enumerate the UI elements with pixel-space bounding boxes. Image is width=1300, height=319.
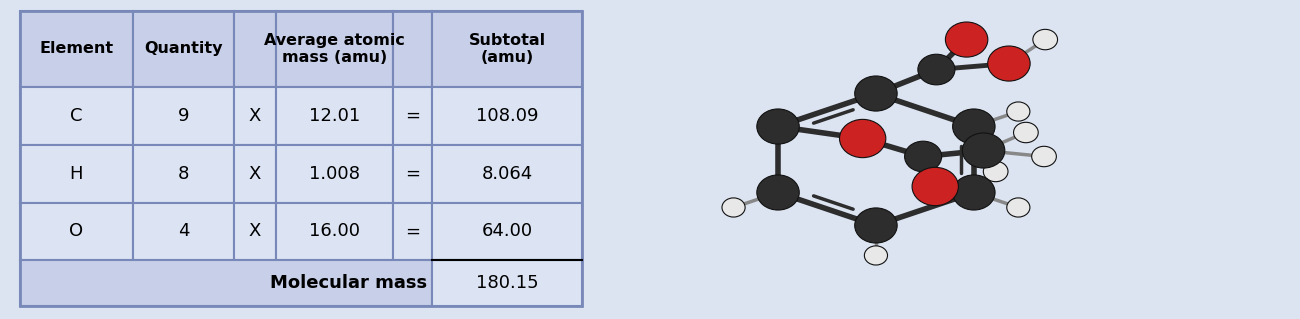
Bar bbox=[277, 145, 393, 203]
Ellipse shape bbox=[722, 198, 745, 217]
Bar bbox=[20, 87, 133, 145]
Bar bbox=[393, 87, 432, 145]
Bar bbox=[234, 203, 276, 260]
Bar bbox=[133, 11, 234, 87]
Text: 1.008: 1.008 bbox=[309, 165, 360, 182]
Ellipse shape bbox=[757, 109, 800, 144]
Bar bbox=[133, 87, 234, 145]
Text: Quantity: Quantity bbox=[144, 41, 222, 56]
Bar bbox=[277, 203, 393, 260]
Text: Element: Element bbox=[39, 41, 113, 56]
Bar bbox=[393, 11, 432, 87]
Ellipse shape bbox=[757, 175, 800, 210]
Text: 64.00: 64.00 bbox=[481, 222, 533, 241]
Ellipse shape bbox=[854, 76, 897, 111]
Ellipse shape bbox=[953, 175, 994, 210]
Ellipse shape bbox=[1034, 29, 1057, 50]
Bar bbox=[20, 203, 133, 260]
Bar bbox=[234, 11, 276, 87]
Text: X: X bbox=[248, 107, 261, 125]
Bar bbox=[20, 260, 432, 306]
Text: =: = bbox=[406, 107, 420, 125]
Bar bbox=[20, 11, 133, 87]
Ellipse shape bbox=[1006, 102, 1030, 121]
Bar bbox=[393, 203, 432, 260]
Bar bbox=[432, 11, 582, 87]
Text: Subtotal
(amu): Subtotal (amu) bbox=[468, 33, 546, 65]
Ellipse shape bbox=[1014, 122, 1039, 143]
Text: Average atomic
mass (amu): Average atomic mass (amu) bbox=[264, 33, 406, 65]
Ellipse shape bbox=[918, 54, 956, 85]
Text: 180.15: 180.15 bbox=[476, 274, 538, 292]
Bar bbox=[393, 145, 432, 203]
Text: 4: 4 bbox=[178, 222, 190, 241]
Bar bbox=[432, 260, 582, 306]
Ellipse shape bbox=[1032, 146, 1057, 167]
Ellipse shape bbox=[953, 109, 994, 144]
Bar bbox=[20, 145, 133, 203]
Ellipse shape bbox=[962, 133, 1005, 168]
Text: 16.00: 16.00 bbox=[309, 222, 360, 241]
Text: X: X bbox=[248, 222, 261, 241]
Bar bbox=[133, 145, 234, 203]
Text: 8.064: 8.064 bbox=[481, 165, 533, 182]
Text: 9: 9 bbox=[178, 107, 190, 125]
Text: 8: 8 bbox=[178, 165, 190, 182]
Text: 12.01: 12.01 bbox=[309, 107, 360, 125]
Bar bbox=[277, 87, 393, 145]
Text: H: H bbox=[70, 165, 83, 182]
Text: Molecular mass: Molecular mass bbox=[270, 274, 426, 292]
Bar bbox=[234, 87, 276, 145]
Text: =: = bbox=[406, 222, 420, 241]
Bar bbox=[432, 203, 582, 260]
Bar bbox=[432, 87, 582, 145]
Ellipse shape bbox=[945, 22, 988, 57]
Text: =: = bbox=[406, 165, 420, 182]
Bar bbox=[277, 11, 393, 87]
Ellipse shape bbox=[864, 246, 888, 265]
Bar bbox=[20, 11, 582, 306]
Text: 108.09: 108.09 bbox=[476, 107, 538, 125]
Ellipse shape bbox=[983, 161, 1008, 182]
Ellipse shape bbox=[1006, 198, 1030, 217]
Bar bbox=[133, 203, 234, 260]
Text: C: C bbox=[70, 107, 83, 125]
Bar bbox=[432, 145, 582, 203]
Ellipse shape bbox=[988, 46, 1030, 81]
Ellipse shape bbox=[854, 208, 897, 243]
Ellipse shape bbox=[913, 167, 958, 206]
Ellipse shape bbox=[840, 119, 885, 158]
Bar bbox=[234, 145, 276, 203]
Text: O: O bbox=[69, 222, 83, 241]
Text: X: X bbox=[248, 165, 261, 182]
Ellipse shape bbox=[905, 141, 941, 172]
